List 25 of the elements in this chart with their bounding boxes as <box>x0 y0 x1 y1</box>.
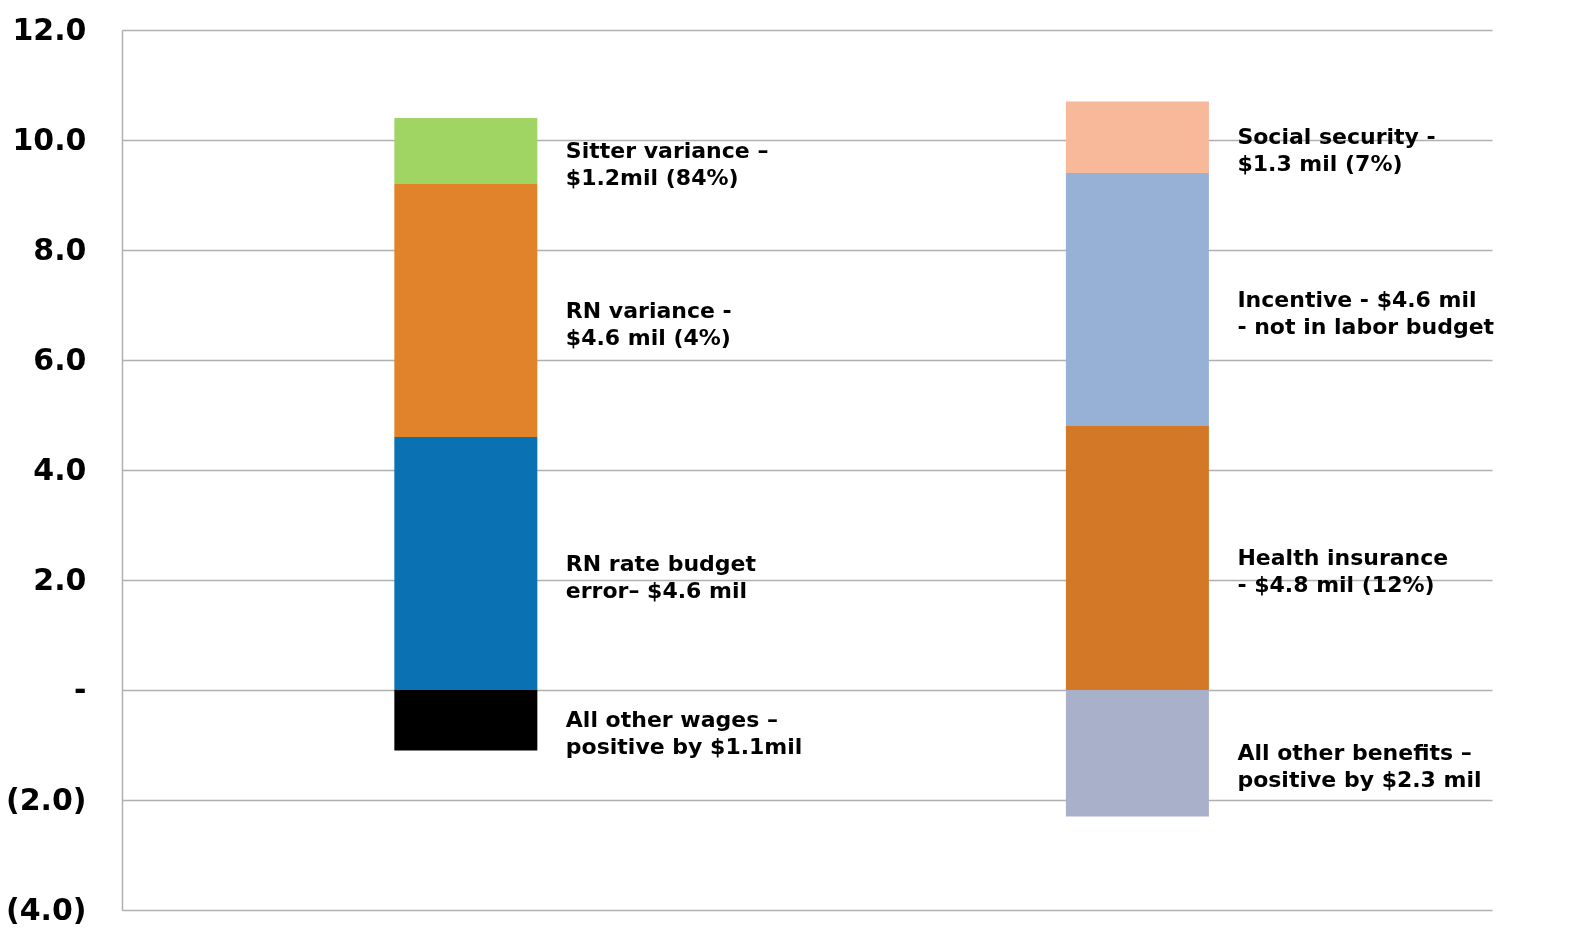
bar <box>1065 690 1209 817</box>
annotation: RN variance - $4.6 mil (4%) <box>565 297 732 350</box>
bar <box>1065 173 1209 426</box>
y-tick-label: - <box>74 671 87 707</box>
annotation: All other benefits – positive by $2.3 mil <box>1237 740 1482 793</box>
y-tick-label: (2.0) <box>5 781 87 817</box>
y-tick-label: 12.0 <box>12 11 87 47</box>
bar <box>394 118 538 184</box>
bar <box>394 184 538 437</box>
y-tick-label: 8.0 <box>33 231 87 267</box>
annotation: Health insurance - $4.8 mil (12%) <box>1237 545 1449 597</box>
annotation: RN rate budget error– $4.6 mil <box>565 550 757 603</box>
annotation: Incentive - $4.6 mil - not in labor budget <box>1237 286 1495 339</box>
bar <box>1065 426 1209 690</box>
y-tick-label: (4.0) <box>5 891 87 927</box>
annotation: Sitter variance – $1.2mil (84%) <box>565 138 769 190</box>
annotation: Social security - $1.3 mil (7%) <box>1237 124 1436 177</box>
bar <box>394 437 538 690</box>
y-tick-label: 4.0 <box>33 451 87 487</box>
y-tick-label: 10.0 <box>12 121 87 157</box>
bar <box>1065 101 1209 173</box>
bar <box>394 690 538 751</box>
y-tick-label: 6.0 <box>33 341 87 377</box>
annotation: All other wages – positive by $1.1mil <box>565 707 803 760</box>
y-tick-label: 2.0 <box>33 561 87 597</box>
